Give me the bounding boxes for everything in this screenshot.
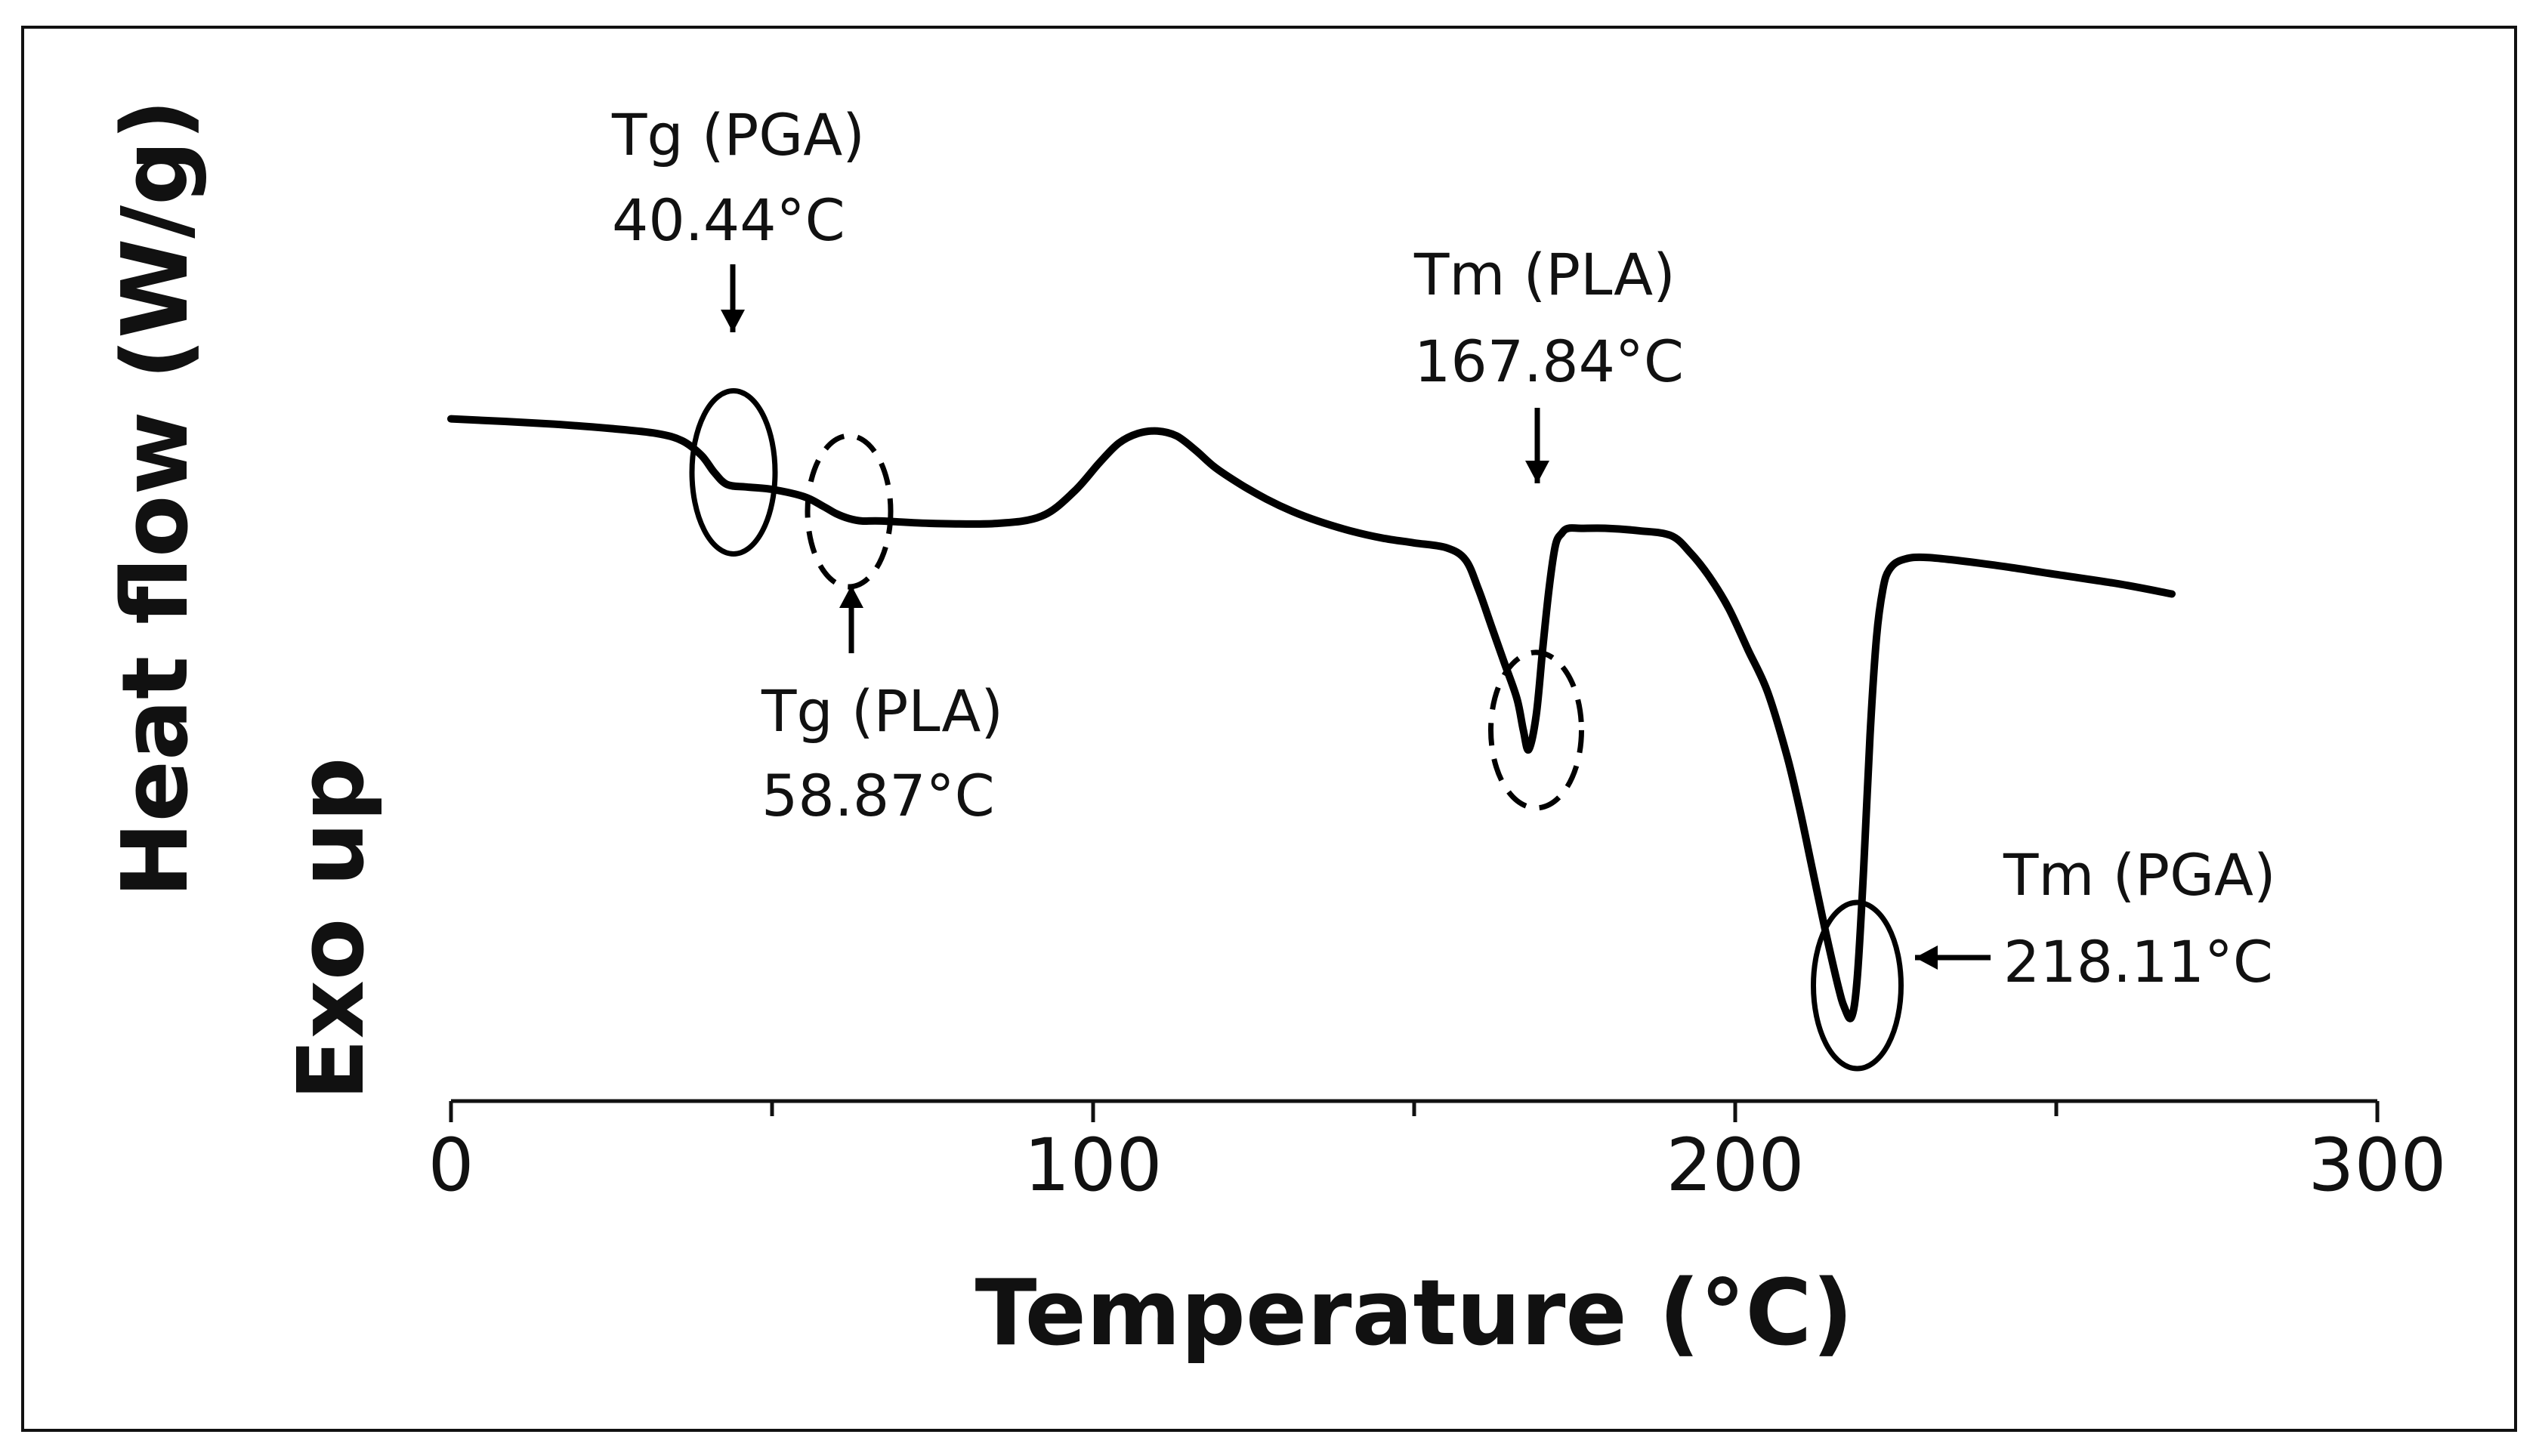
- annotation-ellipse: [1488, 649, 1584, 811]
- annotation-value: 40.44°C: [612, 187, 845, 254]
- annotation-arrowhead: [839, 585, 863, 608]
- annotations: Tg (PGA) 40.44°C Tg (PLA) 58.87°C Tm (PLA) 16…: [611, 101, 2276, 1072]
- annotation-value: 58.87°C: [761, 762, 995, 829]
- annotation-ellipse: [689, 387, 778, 557]
- x-axis-title: Temperature (°C): [975, 1261, 1854, 1366]
- x-tick-label: 100: [1024, 1123, 1162, 1208]
- annotation-label: Tg (PLA): [761, 677, 1003, 745]
- y-axis-title: Heat flow (W/g): [103, 99, 208, 898]
- annotation-tg-pga: Tg (PGA) 40.44°C: [611, 101, 865, 557]
- annotation-arrowhead: [1915, 945, 1938, 970]
- figure-border: [21, 26, 2517, 1432]
- y-axis-exo-up-label: Exo up: [280, 757, 385, 1101]
- annotation-label: Tg (PGA): [611, 101, 865, 168]
- annotation-arrowhead: [721, 310, 745, 332]
- annotation-tg-pla: Tg (PLA) 58.87°C: [761, 433, 1003, 829]
- annotation-value: 218.11°C: [2003, 928, 2273, 995]
- x-tick-label: 200: [1666, 1123, 1804, 1208]
- x-tick-label: 300: [2308, 1123, 2446, 1208]
- annotation-label: Tm (PLA): [1413, 241, 1676, 308]
- annotation-value: 167.84°C: [1414, 328, 1684, 395]
- annotation-ellipse: [805, 433, 894, 590]
- annotation-tm-pga: Tm (PGA) 218.11°C: [1811, 841, 2276, 1072]
- annotation-arrowhead: [1525, 461, 1549, 483]
- dsc-curve-line: [447, 415, 2176, 1023]
- annotation-label: Tm (PGA): [2003, 841, 2276, 908]
- x-tick-label: 0: [428, 1123, 474, 1208]
- annotation-tm-pla: Tm (PLA) 167.84°C: [1413, 241, 1684, 811]
- annotation-ellipse: [1811, 899, 1904, 1072]
- x-axis-ticks: 0 100 200 300: [428, 1101, 2447, 1208]
